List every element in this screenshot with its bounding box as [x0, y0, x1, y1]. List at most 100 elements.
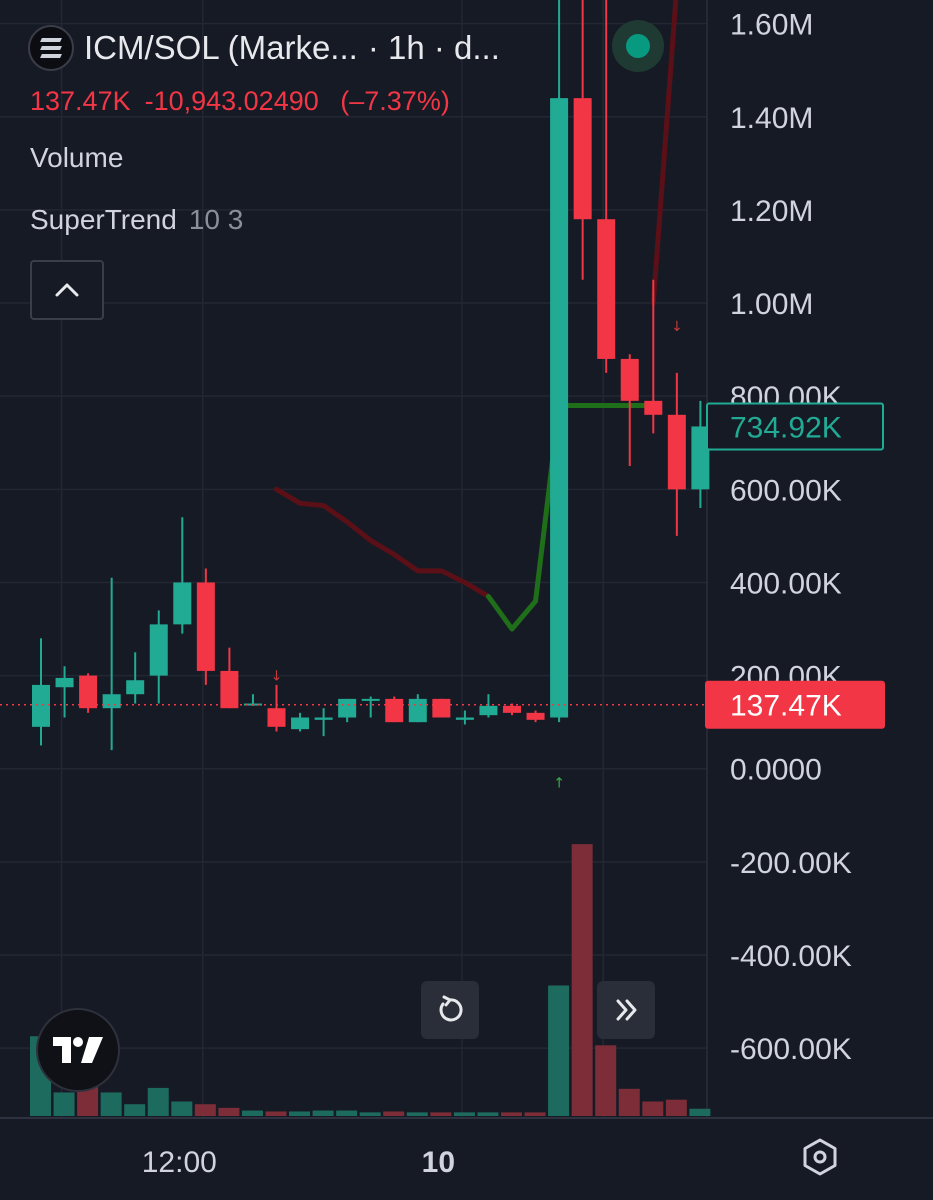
price-tick-label: -400.00K: [730, 940, 852, 973]
volume-bar: [124, 1104, 146, 1116]
current-price-label: 137.47K: [730, 690, 842, 723]
candle-body: [644, 400, 663, 415]
collapse-legend-button[interactable]: [30, 260, 104, 320]
price-axis[interactable]: 1.60M1.40M1.20M1.00M800.00K600.00K400.00…: [705, 9, 885, 1067]
candle-body: [432, 698, 451, 718]
signal-arrow: ↓: [671, 319, 683, 335]
candle: [32, 638, 50, 746]
symbol-name[interactable]: ICM/SOL (Marke...: [84, 29, 358, 66]
volume-bar: [406, 1112, 428, 1116]
candle-body: [573, 98, 592, 220]
interval-info[interactable]: · 1h · d...: [367, 29, 500, 66]
volume-bar: [289, 1111, 311, 1116]
price-change: -10,943.02490: [144, 86, 319, 116]
candle-body: [32, 684, 50, 727]
candle-body: [102, 694, 121, 709]
candle-body: [526, 712, 545, 720]
volume-bar: [383, 1111, 405, 1116]
candle: [597, 0, 616, 373]
volume-bar: [571, 844, 593, 1116]
candle: [291, 712, 310, 732]
reset-chart-button[interactable]: [421, 981, 479, 1039]
candle: [503, 703, 521, 716]
volume-bar: [218, 1107, 240, 1116]
scroll-to-realtime-button[interactable]: [597, 981, 655, 1039]
price-tick-label: -200.00K: [730, 847, 852, 880]
volume-bar: [618, 1088, 640, 1116]
candle: [550, 0, 569, 723]
volume-bar: [194, 1104, 216, 1116]
candle-body: [361, 698, 380, 701]
refresh-icon: [439, 995, 463, 1022]
last-price: 137.47K: [30, 86, 131, 116]
candle-body: [126, 680, 145, 695]
candle: [455, 710, 474, 725]
highlight-price-box: [706, 402, 884, 451]
solana-logo-icon: [28, 25, 74, 71]
current-price-box: [705, 680, 885, 729]
volume-bar: [147, 1087, 169, 1116]
tradingview-logo[interactable]: [36, 1008, 120, 1092]
volume-bar: [548, 985, 570, 1116]
candles: [32, 0, 710, 751]
candle-body: [385, 698, 404, 723]
candle-body: [291, 717, 310, 730]
volume-bar: [665, 1099, 687, 1116]
market-status-indicator[interactable]: [612, 20, 664, 72]
candle: [620, 354, 639, 467]
price-tick-label: 1.20M: [730, 195, 813, 228]
candle-body: [55, 677, 74, 688]
candle-body: [173, 582, 192, 625]
candle-body: [149, 624, 168, 676]
candle-body: [479, 705, 498, 716]
highlight-price-label: 734.92K: [730, 411, 842, 444]
volume-bar: [642, 1101, 664, 1116]
volume-bar: [689, 1108, 711, 1116]
volume-bar: [171, 1101, 193, 1116]
candle: [408, 694, 427, 723]
volume-bar: [595, 1045, 617, 1116]
candle: [385, 696, 404, 723]
price-tick-label: 0.0000: [730, 754, 822, 787]
candle-body: [503, 705, 521, 713]
volume-indicator-label[interactable]: Volume: [30, 142, 124, 173]
chart-settings-button[interactable]: [797, 1134, 843, 1180]
candle: [220, 647, 239, 709]
supertrend-up-line: [485, 402, 656, 632]
candle: [149, 610, 168, 704]
volume-bar: [312, 1110, 334, 1116]
candle: [361, 696, 380, 718]
signal-arrow: ↓: [271, 668, 283, 684]
chevron-up-icon: [55, 283, 79, 297]
candle: [338, 698, 357, 723]
candle: [102, 577, 121, 751]
candle: [196, 568, 215, 685]
volume-bar: [501, 1112, 522, 1116]
time-axis[interactable]: 12:00 10: [142, 1146, 455, 1179]
supertrend-name: SuperTrend: [30, 204, 177, 235]
supertrend-lines: [274, 0, 679, 632]
volume-bar: [336, 1110, 358, 1116]
price-tick-label: 1.40M: [730, 102, 813, 135]
price-tick-label: 600.00K: [730, 474, 842, 507]
volume-bar: [477, 1112, 499, 1116]
price-summary: 137.47K -10,943.02490 (–7.37%): [30, 86, 450, 117]
candle-body: [455, 717, 474, 720]
candle-body: [220, 670, 239, 709]
supertrend-indicator-label[interactable]: SuperTrend 10 3: [30, 204, 243, 236]
green-dot-icon: [626, 34, 650, 58]
volume-bar: [53, 1092, 75, 1116]
candle: [126, 652, 145, 704]
price-tick-label: 1.60M: [730, 9, 813, 42]
price-change-pct: (–7.37%): [340, 86, 450, 116]
volume-bar: [524, 1112, 546, 1116]
symbol-header[interactable]: ICM/SOL (Marke... · 1h · d...: [28, 25, 500, 71]
candle-body: [667, 414, 686, 490]
candle-body: [408, 698, 427, 723]
supertrend-down-line-2: [650, 0, 679, 306]
volume-bar: [265, 1111, 287, 1116]
candle: [173, 517, 192, 634]
candle-body: [79, 675, 98, 709]
candle: [691, 400, 710, 508]
